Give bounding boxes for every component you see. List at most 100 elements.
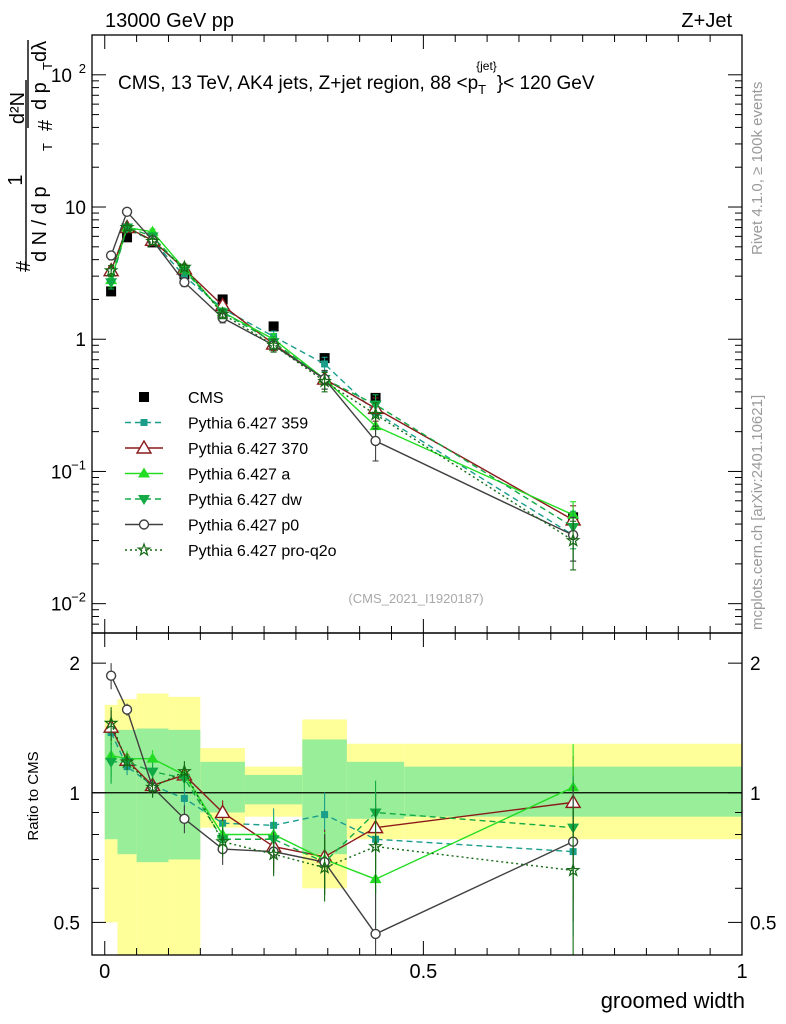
ratio-point (368, 838, 384, 853)
ylabel-one: 1 (5, 174, 27, 185)
ratio-y-tick-label: 0.5 (54, 913, 80, 934)
y-tick-label: 10 (51, 595, 72, 616)
legend-label: Pythia 6.427 370 (188, 441, 308, 458)
legend-marker (140, 419, 148, 426)
ratio-y-tick-label-right: 0.5 (750, 913, 776, 934)
ratio-frame (91, 632, 743, 956)
title-prefix: CMS, 13 TeV, AK4 jets, Z+jet region, 88 … (118, 73, 478, 94)
ylabel-den1: d N / d p (29, 186, 51, 262)
data-point (215, 306, 231, 321)
legend-entry: Pythia 6.427 370 (125, 439, 308, 458)
ratio-point (105, 757, 118, 768)
y-tick-exp: 2 (79, 61, 86, 76)
ratio-point (214, 804, 231, 819)
analysis-watermark: (CMS_2021_I1920187) (348, 591, 483, 606)
ratio-point (105, 670, 117, 681)
band-inner-bin (117, 729, 137, 855)
legend-marker (136, 542, 152, 557)
ratio-line (111, 761, 574, 863)
data-point (266, 337, 282, 352)
band-inner-bin (244, 774, 303, 805)
x-tick-label: 0.5 (409, 961, 437, 983)
legend-label: CMS (188, 390, 224, 407)
ratio-point (145, 779, 160, 794)
ratio-point (103, 715, 119, 730)
ratio-point (146, 767, 159, 778)
main-plot (102, 206, 582, 571)
ratio-series-pythia-6-427-pro-q2o (103, 707, 581, 955)
legend-label: Pythia 6.427 pro-q2o (188, 543, 337, 560)
ylabel-den1-sub: T (40, 143, 55, 151)
data-point (321, 360, 329, 368)
ratio-bands (104, 693, 742, 955)
series-pythia-6-427-370 (102, 219, 582, 540)
ratio-point (179, 813, 190, 825)
ylabel-den2: d p (29, 82, 51, 110)
y-tick-base: 10 (51, 462, 72, 483)
legend-entry: Pythia 6.427 a (125, 467, 290, 484)
ratio-point (266, 846, 282, 861)
legend-entry: Pythia 6.427 p0 (125, 518, 299, 535)
y-tick-label: 1 (75, 330, 86, 351)
legend-entry: Pythia 6.427 dw (125, 492, 302, 509)
ratio-line (110, 732, 574, 853)
legend-entry: CMS (139, 390, 224, 407)
data-point (103, 262, 119, 277)
ratio-line (110, 723, 574, 872)
ratio-ylabel: Ratio to CMS (25, 751, 42, 840)
series-cms (106, 232, 579, 523)
legend-marker (138, 467, 150, 478)
y-tick-label: 10 (51, 66, 72, 87)
rivet-label: Rivet 4.1.0, ≥ 100k events (749, 82, 766, 255)
data-point (119, 219, 135, 234)
data-point (317, 373, 333, 388)
mcplots-label: mcplots.cern.ch [arXiv:2401.10621] (749, 395, 766, 630)
ratio-y-tick-label: 1 (69, 784, 80, 805)
data-point (179, 277, 190, 288)
data-point (105, 250, 117, 261)
ratio-y-tick-label-right: 2 (750, 654, 761, 675)
main-title: CMS, 13 TeV, AK4 jets, Z+jet region, 88 … (118, 59, 595, 97)
y-tick-label: 10 (51, 462, 72, 483)
ylabel-hash1: # (13, 260, 35, 272)
series-line (110, 210, 574, 536)
legend-entry: Pythia 6.427 359 (125, 416, 308, 433)
series-pythia-6-427-pro-q2o (103, 219, 581, 571)
data-point (105, 278, 118, 289)
ratio-point (565, 862, 581, 877)
x-tick-label: 1 (736, 961, 747, 983)
ylabel-tail: dλ (29, 41, 51, 62)
title-sub: T (478, 82, 486, 97)
title-sup: {jet} (476, 59, 497, 73)
series-pythia-6-427-a (105, 221, 580, 533)
legend-label: Pythia 6.427 359 (188, 416, 308, 433)
y-tick-exp: −2 (71, 590, 86, 605)
legend: CMS Pythia 6.427 359 Pythia 6.427 370 Pythi… (125, 390, 337, 560)
legend-label: Pythia 6.427 a (188, 467, 290, 484)
x-tick-label: 0 (99, 961, 110, 983)
ratio-point (370, 928, 381, 940)
series-line (110, 226, 574, 528)
legend-label: Pythia 6.427 dw (188, 492, 302, 509)
xlabel: groomed width (601, 988, 745, 1013)
ratio-point (317, 859, 333, 874)
data-point (368, 406, 384, 421)
data-point (106, 286, 117, 297)
ratio-point (119, 754, 135, 769)
main-ylabel: # 1 d N / d p T # d²N d p T dλ (5, 40, 57, 272)
title-suffix: }< 120 GeV (497, 73, 595, 94)
legend-marker (135, 439, 153, 454)
ylabel-num2: d²N (7, 92, 29, 124)
ratio-y-tick-label-right: 1 (750, 784, 761, 805)
ratio-plot (92, 663, 742, 955)
ratio-point (146, 752, 159, 763)
ratio-point (215, 833, 231, 848)
ylabel-hash2: # (35, 119, 57, 131)
data-point (122, 232, 133, 243)
ratio-point (180, 794, 188, 802)
legend-marker (139, 392, 149, 402)
ratio-y-tick-label: 2 (69, 654, 80, 675)
ylabel-den2-sub: T (40, 62, 55, 70)
